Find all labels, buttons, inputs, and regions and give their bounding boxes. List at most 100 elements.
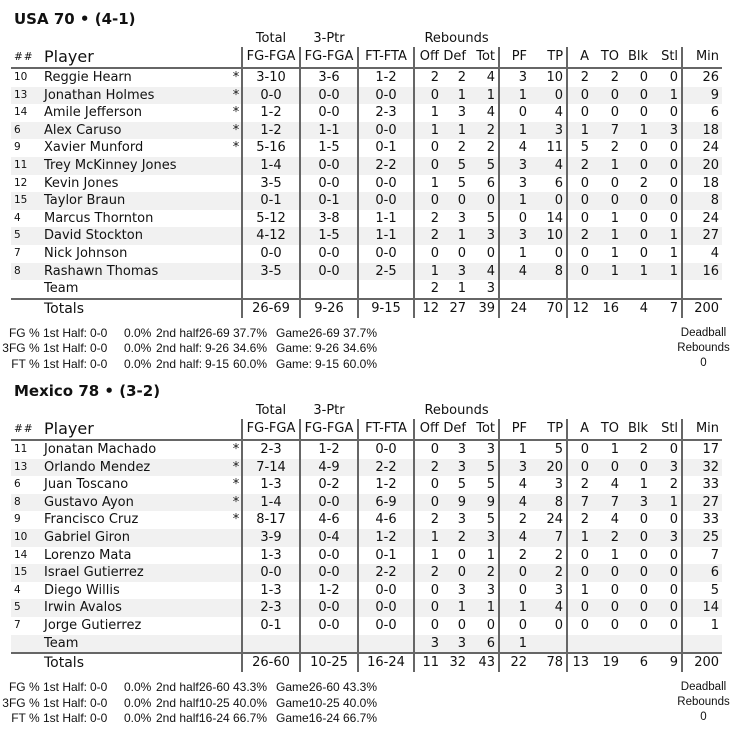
cell-def-reb: 3 xyxy=(442,634,469,654)
cell-turnovers: 1 xyxy=(592,156,623,175)
cell-three-pt: 0-0 xyxy=(299,174,358,193)
cell-assists: 1 xyxy=(566,121,593,140)
cell-starter xyxy=(231,245,242,263)
cell-tp: 24 xyxy=(546,512,564,528)
total-tot-reb: 43 xyxy=(469,652,500,673)
cell-steals: 1 xyxy=(651,227,683,245)
team-section: Mexico 78 • (3-2) Total 3-Ptr Rebounds ## Pla… xyxy=(2,380,729,728)
cell-off-reb: 0 xyxy=(413,599,442,617)
cell-off-reb: 1 xyxy=(413,262,442,281)
cell-minutes: 5 xyxy=(681,581,723,600)
cell-off-reb: 2 xyxy=(413,511,442,529)
cell-pf: 4 xyxy=(498,139,531,157)
cell-three-pt: 4-6 xyxy=(299,511,358,529)
cell-minutes: 14 xyxy=(681,599,723,617)
cell-tot-reb: 5 xyxy=(486,512,496,528)
header-ft: FT-FTA xyxy=(357,419,414,441)
cell-pf: 0 xyxy=(498,581,531,600)
cell-def-reb: 0 xyxy=(442,192,469,210)
cell-player: Reggie Hearn xyxy=(44,70,132,85)
cell-def-reb: 3 xyxy=(457,582,466,598)
deadball-rebounds: Deadball Rebounds 0 xyxy=(666,326,740,371)
shooting-label: FT % 1st Half: xyxy=(11,356,87,371)
cell-turnovers: 4 xyxy=(610,477,620,493)
header-off-reb: Off xyxy=(413,47,442,69)
cell-starter: * xyxy=(232,442,240,457)
cell-tp: 2 xyxy=(530,564,568,582)
cell-assists: 2 xyxy=(566,511,593,529)
cell-tot-reb: 4 xyxy=(486,105,496,121)
cell-three-pt: 0-0 xyxy=(299,616,358,635)
cell-turnovers: 0 xyxy=(610,617,620,633)
cell-number: 11 xyxy=(14,443,28,455)
player-row: 8 Rashawn Thomas 3-5 0-0 2-5 1 3 4 4 8 0 1 1 1 16 xyxy=(11,262,723,281)
cell-def-reb: 3 xyxy=(457,105,466,121)
total-minutes: 200 xyxy=(681,297,723,318)
cell-blocks: 0 xyxy=(639,70,649,85)
cell-ft: 0-0 xyxy=(357,192,414,210)
cell-def-reb: 2 xyxy=(457,140,466,156)
cell-blocks xyxy=(622,634,652,654)
header-starter xyxy=(231,47,242,69)
cell-assists: 0 xyxy=(566,244,593,263)
cell-tp: 0 xyxy=(530,86,568,105)
total-number xyxy=(11,297,41,318)
cell-pf: 1 xyxy=(498,121,531,140)
cell-off-reb: 0 xyxy=(413,493,442,512)
total-blocks: 6 xyxy=(622,652,652,673)
cell-blocks xyxy=(622,280,651,299)
cell-assists: 0 xyxy=(566,546,593,565)
cell-blocks: 0 xyxy=(639,617,649,633)
header-starter xyxy=(231,419,242,441)
total-steals: 9 xyxy=(651,652,683,673)
cell-blocks: 0 xyxy=(622,227,652,245)
shooting-game-made: 26-69 xyxy=(309,325,340,340)
header-blocks: Blk xyxy=(622,47,652,69)
total-off-reb: 11 xyxy=(413,652,442,673)
cell-starter xyxy=(231,547,242,565)
total-assists: 13 xyxy=(566,652,593,673)
total-three-pt: 10-25 xyxy=(299,652,358,673)
cell-def-reb: 3 xyxy=(442,458,469,477)
player-row: 8 Gustavo Ayon * 1-4 0-0 6-9 0 9 9 4 8 7 7 3 1 27 xyxy=(11,493,723,512)
cell-player: Irwin Avalos xyxy=(41,599,231,617)
cell-fg: 1-2 xyxy=(241,104,300,122)
cell-three-pt: 3-8 xyxy=(299,209,358,228)
shooting-label: FG % 1st Half: xyxy=(8,325,87,340)
cell-starter xyxy=(231,564,242,582)
cell-minutes xyxy=(681,634,723,654)
cell-steals: 1 xyxy=(651,262,683,281)
cell-blocks: 1 xyxy=(622,121,652,140)
cell-three-pt xyxy=(299,634,358,654)
cell-ft xyxy=(357,634,414,654)
cell-tot-reb: 5 xyxy=(469,156,500,175)
cell-fg: 0-0 xyxy=(241,86,300,105)
cell-minutes: 4 xyxy=(681,244,723,263)
cell-assists: 0 xyxy=(566,599,593,617)
shooting-label: 3FG % 1st Half: xyxy=(2,695,87,710)
player-row: 15 Taylor Braun 0-1 0-1 0-0 0 0 0 1 0 0 0 0 0 8 xyxy=(11,192,723,210)
cell-tot-reb: 0 xyxy=(486,617,496,633)
cell-fg: 8-17 xyxy=(241,511,300,529)
cell-off-reb: 2 xyxy=(413,209,442,228)
totals-row: Totals 26-60 10-25 16-24 11 32 43 22 78 13 19 6 9 200 xyxy=(11,652,723,673)
cell-player: Jonathan Holmes xyxy=(41,86,231,105)
cell-tp: 4 xyxy=(530,599,568,617)
shooting-second-half-pct: 37.7% xyxy=(233,325,268,340)
shooting-game-made: 16-24 xyxy=(309,711,340,726)
cell-tp xyxy=(530,634,568,654)
total-starter xyxy=(231,652,242,673)
cell-assists: 7 xyxy=(566,493,593,512)
cell-off-reb: 2 xyxy=(413,227,442,245)
cell-tp xyxy=(530,280,567,299)
cell-off-reb: 2 xyxy=(413,458,442,477)
header-def-reb: Def xyxy=(442,419,469,441)
cell-number: 15 xyxy=(11,192,41,210)
cell-pf: 2 xyxy=(498,511,531,529)
cell-tp: 0 xyxy=(530,192,568,210)
cell-turnovers xyxy=(592,280,622,299)
cell-steals: 0 xyxy=(669,105,679,121)
shooting-first-half-made: 0-0 xyxy=(90,356,108,371)
cell-tot-reb: 3 xyxy=(486,582,496,598)
cell-pf: 1 xyxy=(498,599,531,617)
